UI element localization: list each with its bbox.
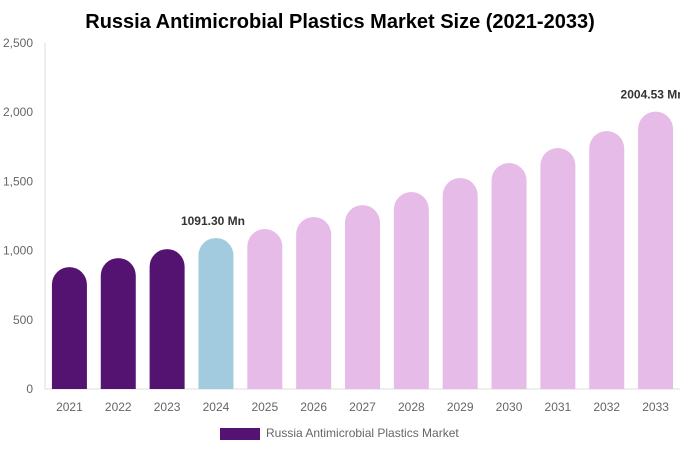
legend-swatch (220, 428, 260, 440)
x-tick-label: 2024 (203, 400, 230, 414)
bars (51, 111, 674, 390)
bar-2024 (198, 237, 234, 389)
bar-2030 (491, 162, 527, 389)
x-tick-label: 2033 (642, 400, 669, 414)
data-label-2024: 1091.30 Mn (181, 214, 245, 228)
bar-2026 (296, 216, 332, 389)
bar-2029 (442, 177, 478, 389)
bar-2032 (589, 131, 625, 390)
x-tick-label: 2031 (545, 400, 572, 414)
x-tick-label: 2029 (447, 400, 474, 414)
x-tick-label: 2027 (349, 400, 376, 414)
y-tick-label: 1,500 (3, 174, 33, 188)
legend-label: Russia Antimicrobial Plastics Market (266, 426, 459, 440)
y-tick-label: 2,500 (3, 36, 33, 50)
y-tick-label: 500 (13, 313, 33, 327)
legend[interactable]: Russia Antimicrobial Plastics Market (220, 426, 459, 440)
x-tick-label: 2025 (251, 400, 278, 414)
bar-2031 (540, 148, 576, 389)
x-axis: 2021 2022 2023 2024 2025 2026 2027 2028 2029 2030… (56, 400, 669, 414)
bar-2022 (100, 258, 136, 389)
bar-2021 (51, 267, 87, 389)
y-tick-label: 1,000 (3, 244, 33, 258)
data-labels: 1091.30 Mn 2004.53 Mn (181, 88, 680, 228)
bar-2023 (149, 249, 185, 389)
bar-2028 (393, 192, 429, 389)
x-tick-label: 2026 (300, 400, 327, 414)
x-tick-label: 2023 (154, 400, 181, 414)
data-label-2033: 2004.53 Mn (621, 88, 680, 102)
y-tick-label: 2,000 (3, 105, 33, 119)
y-tick-label: 0 (26, 382, 33, 396)
x-tick-label: 2028 (398, 400, 425, 414)
bar-2027 (345, 205, 380, 389)
x-tick-label: 2030 (496, 400, 523, 414)
x-tick-label: 2032 (593, 400, 620, 414)
x-tick-label: 2021 (56, 400, 83, 414)
bar-2025 (247, 229, 283, 389)
bar-2033 (638, 111, 674, 389)
chart-title: Russia Antimicrobial Plastics Market Siz… (85, 11, 594, 33)
x-tick-label: 2022 (105, 400, 132, 414)
